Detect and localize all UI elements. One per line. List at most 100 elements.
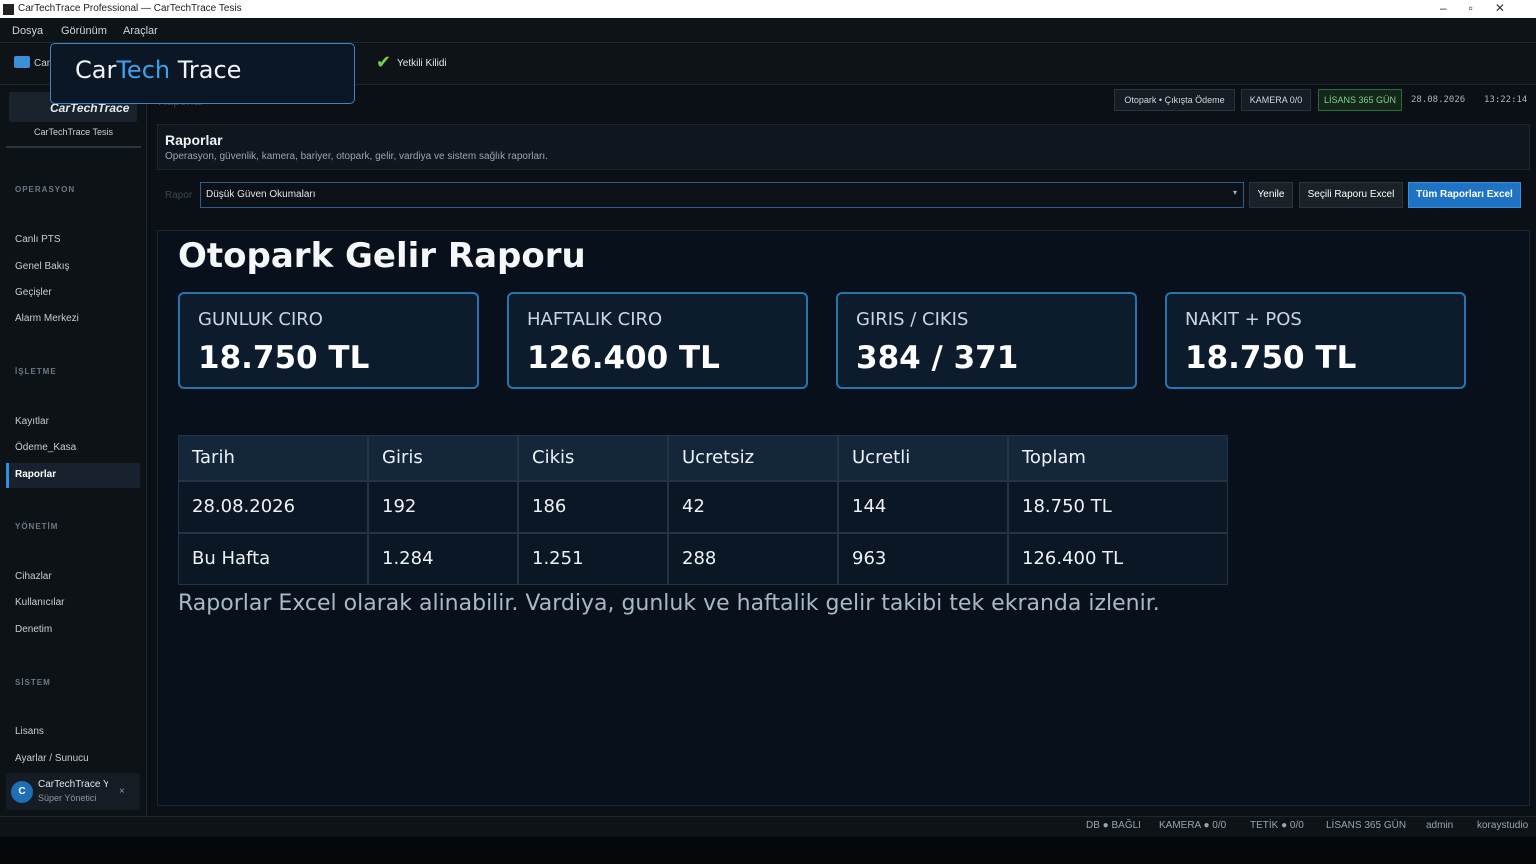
status-badge: LİSANS 365 GÜN (1318, 89, 1402, 111)
cell-text: 1.284 (382, 548, 434, 569)
cell-text: 186 (532, 496, 567, 517)
toolbar-button[interactable]: Yetkili Kilidi (397, 58, 447, 69)
button[interactable]: Seçili Raporu Excel (1299, 182, 1403, 208)
table-cell (518, 533, 668, 585)
sidebar-section: İŞLETME (15, 367, 57, 376)
table-cell (178, 481, 368, 533)
sidebar-item[interactable]: Ayarlar / Sunucu (15, 753, 89, 764)
user-name: CarTechTrace Y (38, 779, 108, 790)
status-item: admin (1426, 820, 1454, 831)
cell-text: 963 (852, 548, 887, 569)
table-cell (838, 481, 1008, 533)
status-item: LİSANS 365 GÜN (1326, 820, 1407, 831)
title-bar (0, 0, 1536, 18)
sidebar-item[interactable]: Cihazlar (15, 571, 52, 582)
sidebar-item[interactable]: Ödeme_Kasa (15, 442, 77, 453)
table-cell (518, 481, 668, 533)
panel (157, 124, 1530, 170)
button[interactable]: Tüm Raporları Excel (1408, 182, 1521, 208)
status-item: TETİK ● 0/0 (1250, 820, 1304, 831)
cell-text: 144 (852, 496, 887, 517)
report-note: Raporlar Excel olarak alinabilir. Vardiy… (178, 591, 1160, 616)
kpi-label: GIRIS / CIKIS (856, 309, 969, 330)
cell-text: 18.750 TL (1022, 496, 1112, 517)
table-header-cell (1008, 435, 1228, 481)
status-item: DB ● BAĞLI (1086, 820, 1141, 831)
kpi-label: GUNLUK CIRO (198, 309, 323, 330)
column-header: Toplam (1022, 447, 1086, 468)
column-header: Ucretsiz (682, 447, 755, 468)
logo-trace: Trace (170, 56, 242, 84)
column-header: Cikis (532, 447, 575, 468)
report-select[interactable]: Düşük Güven Okumaları (200, 182, 1244, 208)
control-label: Rapor (165, 190, 193, 201)
kpi-value: 18.750 TL (198, 340, 370, 376)
table-cell (838, 533, 1008, 585)
kpi-label: NAKIT + POS (1185, 309, 1302, 330)
sidebar-section: OPERASYON (15, 185, 76, 194)
sidebar-item[interactable]: Alarm Merkezi (15, 313, 79, 324)
kpi-card (836, 292, 1137, 389)
toolbar-icon (14, 56, 30, 68)
status-badge: KAMERA 0/0 (1241, 89, 1311, 111)
table-header-cell (368, 435, 518, 481)
sidebar-section: SİSTEM (15, 678, 51, 687)
user-avatar: C (11, 781, 33, 803)
taskbar (0, 837, 1536, 864)
table-cell (178, 533, 368, 585)
cell-text: 126.400 TL (1022, 548, 1124, 569)
table-header-cell (668, 435, 838, 481)
sidebar-item[interactable]: Kayıtlar (15, 416, 49, 427)
time: 13:22:14 (1484, 95, 1528, 105)
report-title: Otopark Gelir Raporu (178, 236, 586, 276)
window-title: CarTechTrace Professional — CarTechTrace… (18, 3, 242, 14)
table-cell (368, 481, 518, 533)
cell-text: 28.08.2026 (192, 496, 296, 517)
sidebar-item[interactable]: Denetim (15, 624, 53, 635)
table-cell (668, 481, 838, 533)
menu-item[interactable]: Araçlar (123, 25, 158, 37)
menu-item[interactable]: Görünüm (61, 25, 107, 37)
sidebar-item[interactable]: Canlı PTS (15, 234, 61, 245)
table-header-cell (838, 435, 1008, 481)
cell-text: 192 (382, 496, 417, 517)
sidebar-item[interactable]: Lisans (15, 726, 44, 737)
panel-subtitle: Operasyon, güvenlik, kamera, bariyer, ot… (165, 151, 548, 162)
logo-tech: Tech (116, 56, 171, 84)
kpi-value: 18.750 TL (1185, 340, 1357, 376)
user-role: Süper Yönetici (38, 793, 97, 803)
cell-text: 1.251 (532, 548, 584, 569)
column-header: Ucretli (852, 447, 911, 468)
sidebar-section: YÖNETİM (15, 522, 59, 531)
kpi-value: 126.400 TL (527, 340, 720, 376)
table-cell (1008, 533, 1228, 585)
status-item: KAMERA ● 0/0 (1159, 820, 1227, 831)
user-close: × (119, 786, 125, 797)
table-header-cell (178, 435, 368, 481)
sidebar-brand: CarTechTrace (50, 101, 130, 115)
select-arrow: ▾ (1233, 188, 1238, 197)
table-cell (1008, 481, 1228, 533)
toolbar-check: ✔ (376, 52, 392, 72)
cell-text: 288 (682, 548, 717, 569)
status-badge: Otopark • Çıkışta Ödeme (1114, 89, 1235, 111)
panel-title: Raporlar (165, 132, 223, 148)
window-controls: –▫✕ (1440, 1, 1527, 15)
kpi-value: 384 / 371 (856, 340, 1019, 376)
sidebar-item[interactable]: Raporlar (15, 469, 57, 480)
status-bar (0, 816, 1536, 836)
date: 28.08.2026 (1411, 95, 1466, 105)
sidebar-item[interactable]: Genel Bakış (15, 261, 70, 272)
kpi-card (507, 292, 808, 389)
menu-bar (0, 18, 1536, 43)
logo-text: CarTech Trace (75, 56, 241, 84)
kpi-card (1165, 292, 1466, 389)
menu-item[interactable]: Dosya (12, 25, 44, 37)
sidebar-site: CarTechTrace Tesis (33, 127, 114, 137)
sidebar-item[interactable]: Kullanıcılar (15, 597, 65, 608)
button[interactable]: Yenile (1249, 182, 1293, 208)
sidebar-item[interactable]: Geçişler (15, 287, 52, 298)
sidebar (0, 85, 147, 816)
logo-car: Car (75, 56, 117, 84)
